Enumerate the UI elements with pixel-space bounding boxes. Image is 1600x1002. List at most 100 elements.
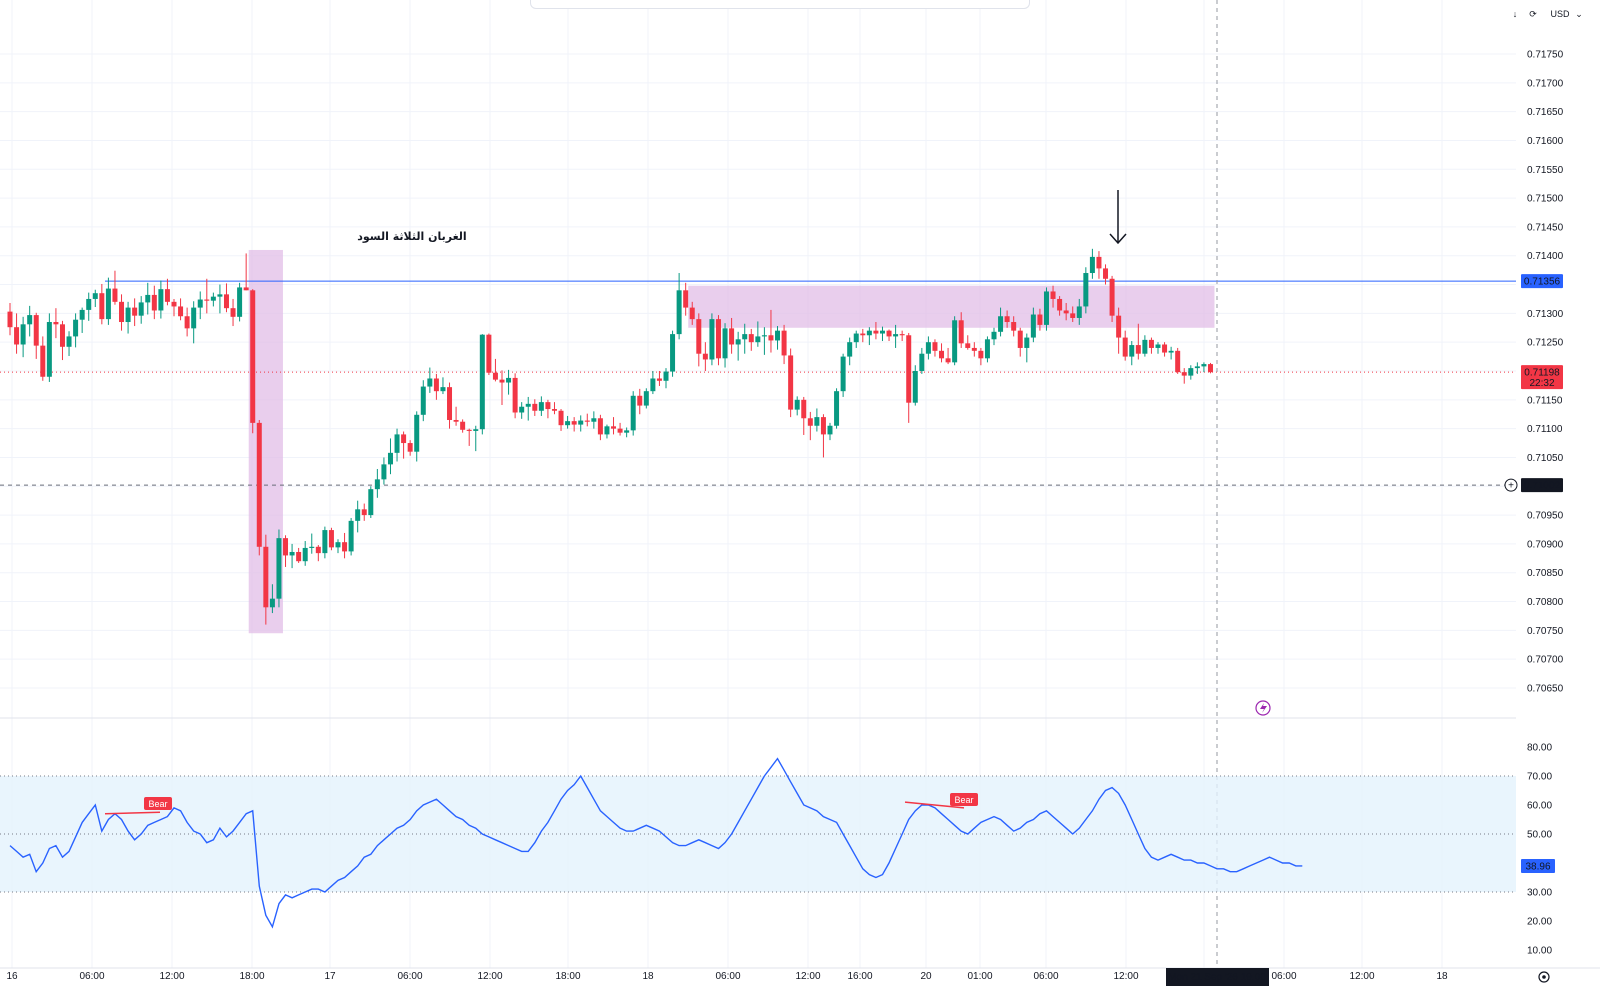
currency-label[interactable]: USD [1550,9,1570,19]
candle-down [617,428,623,433]
candle-up [473,429,479,431]
candle-up [1030,314,1036,338]
candle-down [342,542,348,552]
candle-down [14,327,20,345]
candle-down [696,319,702,354]
candle-down [545,402,551,410]
candle-down [945,358,951,363]
candle-up [578,420,584,425]
candle-down [53,322,59,325]
candle-up [735,339,741,345]
candle-up [387,452,393,465]
crosshair-price-box [1521,478,1563,493]
price-tick-label: 0.71150 [1527,395,1563,406]
price-tick-label: 0.71450 [1527,222,1564,233]
candle-up [591,418,597,422]
candle-down [1050,291,1056,299]
candle-down [820,417,826,435]
candle-up [1083,273,1089,307]
candle-up [670,334,676,372]
candle-up [991,331,997,340]
annotation-arrow-head [1109,233,1127,245]
candle-up [775,330,781,341]
candle-up [1024,337,1030,348]
candle-down [1135,345,1141,354]
candle-up [46,322,52,377]
candle-down [164,289,170,302]
rsi-tick-label: 70.00 [1527,772,1552,783]
candle-down [978,350,984,359]
time-axis-label: 12:00 [795,971,820,982]
candle-down [204,299,210,301]
drawing-toolbar[interactable] [530,0,1030,9]
candle-up [355,509,361,521]
gear-icon[interactable] [1538,971,1550,983]
price-tick-label: 0.71600 [1527,136,1564,147]
candle-up [630,395,636,431]
rsi-tick-label: 10.00 [1527,946,1552,957]
sync-icon[interactable]: ⟳ [1529,8,1537,19]
rsi-line [9,757,1303,929]
candle-up [1043,291,1049,325]
arrow-down-icon[interactable]: ↓ [1512,9,1518,19]
candle-up [624,430,630,433]
candle-up [506,377,512,383]
chevron-down-icon[interactable]: ⌄ [1575,8,1583,19]
candle-down [184,316,190,329]
candle-up [1129,345,1135,357]
candle-down [939,350,945,359]
bear-label-box [144,797,172,810]
candle-down [1181,372,1187,376]
candle-down [886,330,892,337]
candle-up [322,530,328,554]
candle-down [656,378,662,381]
candle-down [453,419,459,422]
candle-down [558,410,564,426]
candle-down [401,434,407,444]
candle-up [1188,368,1194,376]
candle-down [1070,313,1076,318]
price-tick-label: 0.71050 [1527,453,1564,464]
candle-down [715,319,721,359]
candle-down [1116,315,1122,338]
candle-down [801,399,807,419]
candle-down [1017,330,1023,348]
candle-up [1168,350,1174,353]
time-axis-label: 06:00 [1033,971,1058,982]
lightning-icon[interactable] [1255,700,1271,716]
candle-down [637,395,643,406]
price-tick-label: 0.71650 [1527,107,1564,118]
candle-up [650,378,656,392]
candle-down [1011,322,1017,331]
candle-down [551,409,557,411]
price-tick-label: 0.71550 [1527,165,1564,176]
candle-up [197,299,203,308]
time-axis-label: 12:00 [1113,971,1138,982]
candle-up [79,309,85,320]
bear-label: Bear [954,795,973,805]
candle-up [73,319,79,337]
candle-down [447,387,453,420]
candle-down [1096,256,1102,269]
candle-up [309,546,315,548]
candle-down [1037,314,1043,325]
candle-up [368,489,374,516]
crosshair-time-label: Mon 21 Sep '26 19:00 [1168,972,1266,983]
candle-up [925,342,931,354]
candle-down [683,290,689,308]
candle-up [105,288,111,320]
rsi-value-box [1521,859,1555,874]
add-alert-icon[interactable] [1504,478,1518,492]
candle-up [414,414,420,452]
candle-up [814,417,820,426]
candle-down [768,335,774,341]
price-tick-label: 0.71400 [1527,251,1564,262]
candle-down [906,335,912,403]
candle-up [919,353,925,371]
candle-down [932,342,938,351]
candle-up [912,371,918,403]
candle-up [440,387,446,392]
candle-up [237,287,243,317]
candle-up [794,399,800,410]
